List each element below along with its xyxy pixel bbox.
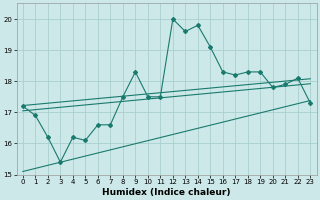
X-axis label: Humidex (Indice chaleur): Humidex (Indice chaleur) <box>102 188 231 197</box>
